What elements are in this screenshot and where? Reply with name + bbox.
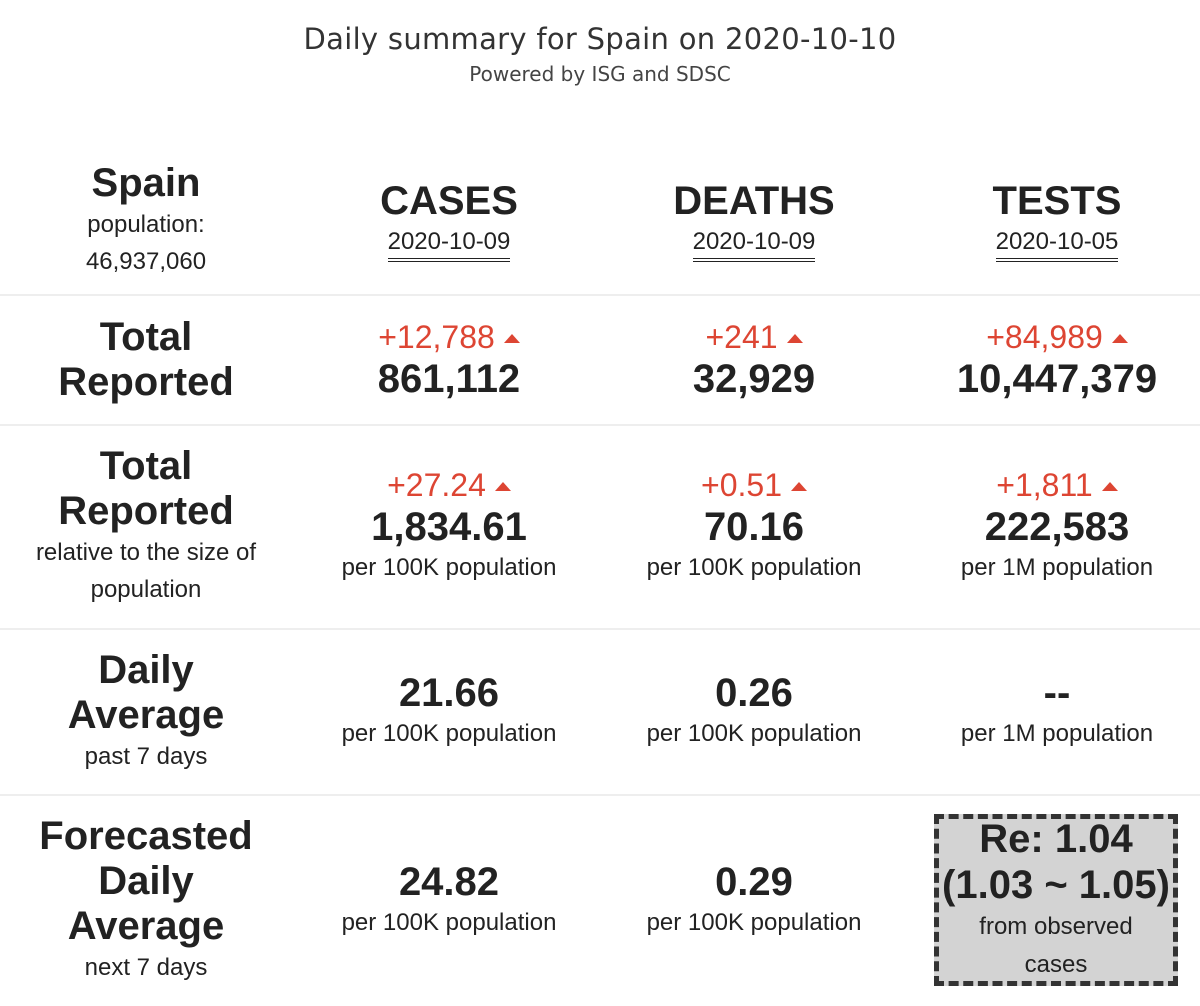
row-title: Daily bbox=[98, 859, 194, 903]
re-range: (1.03 ~ 1.05) bbox=[942, 863, 1170, 907]
unit-label: per 100K population bbox=[646, 554, 862, 581]
delta-value: +12,788 bbox=[378, 319, 495, 355]
column-date: 2020-10-09 bbox=[387, 228, 511, 262]
tests-total-cell: +84,989 10,447,379 bbox=[906, 298, 1200, 422]
re-note: cases bbox=[1024, 951, 1088, 978]
row-title: Average bbox=[67, 692, 225, 737]
row-title: Reported bbox=[58, 489, 234, 533]
row-title: Reported bbox=[58, 360, 234, 404]
delta-value: +27.24 bbox=[387, 467, 486, 503]
delta-value: +84,989 bbox=[986, 319, 1103, 355]
row-subtitle: next 7 days bbox=[84, 954, 208, 981]
unit-label: per 1M population bbox=[960, 720, 1154, 747]
deaths-daily-cell: 0.26 per 100K population bbox=[602, 632, 906, 790]
population-label: population: bbox=[87, 211, 205, 238]
delta-value-wrap: +84,989 bbox=[986, 318, 1128, 356]
column-title: DEATHS bbox=[673, 179, 835, 223]
deaths-forecast-cell: 0.29 per 100K population bbox=[602, 798, 906, 1002]
triangle-up-icon bbox=[494, 481, 511, 491]
country-header: Spain population: 46,937,060 bbox=[0, 150, 292, 290]
row-header-total: Total Reported bbox=[0, 298, 292, 422]
column-date: 2020-10-09 bbox=[692, 228, 816, 262]
row-header-daily: Daily Average past 7 days bbox=[0, 632, 292, 790]
re-value: Re: 1.04 bbox=[979, 817, 1133, 861]
total-value: 861,112 bbox=[377, 357, 521, 401]
triangle-up-icon bbox=[1101, 481, 1118, 491]
delta-value: +1,811 bbox=[996, 467, 1093, 503]
delta-value-wrap: +27.24 bbox=[387, 466, 511, 504]
row-divider bbox=[0, 424, 1200, 426]
forecast-value: 0.29 bbox=[715, 860, 793, 904]
relative-value: 1,834.61 bbox=[371, 505, 527, 549]
population-value: 46,937,060 bbox=[85, 248, 207, 275]
daily-value: 21.66 bbox=[398, 671, 500, 715]
unit-label: per 100K population bbox=[341, 554, 557, 581]
row-title: Forecasted bbox=[39, 814, 253, 858]
delta-value-wrap: +1,811 bbox=[996, 466, 1118, 504]
unit-label: per 100K population bbox=[646, 720, 862, 747]
unit-label: per 100K population bbox=[341, 720, 557, 747]
row-subtitle: relative to the size of bbox=[35, 539, 257, 566]
total-value: 32,929 bbox=[692, 357, 816, 401]
column-title: TESTS bbox=[992, 179, 1122, 223]
deaths-relative-cell: +0.51 70.16 per 100K population bbox=[602, 428, 906, 624]
unit-label: per 100K population bbox=[341, 909, 557, 936]
delta-value-wrap: +0.51 bbox=[701, 466, 807, 504]
re-estimate-box: Re: 1.04 (1.03 ~ 1.05) from observed cas… bbox=[934, 814, 1178, 986]
triangle-up-icon bbox=[790, 481, 807, 491]
delta-value: +0.51 bbox=[701, 467, 782, 503]
delta-value-wrap: +12,788 bbox=[378, 318, 520, 356]
row-subtitle: population bbox=[90, 576, 202, 603]
row-header-forecast: Forecasted Daily Average next 7 days bbox=[0, 798, 292, 1002]
daily-value: -- bbox=[1043, 671, 1071, 715]
row-divider bbox=[0, 628, 1200, 630]
total-value: 10,447,379 bbox=[956, 357, 1158, 401]
unit-label: per 1M population bbox=[960, 554, 1154, 581]
page-title: Daily summary for Spain on 2020-10-10 bbox=[303, 22, 897, 56]
column-date: 2020-10-05 bbox=[995, 228, 1119, 262]
row-title: Daily bbox=[98, 647, 194, 692]
relative-value: 222,583 bbox=[984, 505, 1130, 549]
column-header-tests: TESTS 2020-10-05 bbox=[906, 150, 1200, 290]
tests-daily-cell: -- per 1M population bbox=[906, 632, 1200, 790]
row-title: Total bbox=[99, 444, 193, 488]
cases-daily-cell: 21.66 per 100K population bbox=[296, 632, 602, 790]
tests-relative-cell: +1,811 222,583 per 1M population bbox=[906, 428, 1200, 624]
unit-label: per 100K population bbox=[646, 909, 862, 936]
row-subtitle: past 7 days bbox=[84, 742, 208, 770]
column-header-deaths: DEATHS 2020-10-09 bbox=[602, 150, 906, 290]
row-divider bbox=[0, 294, 1200, 296]
cases-total-cell: +12,788 861,112 bbox=[296, 298, 602, 422]
daily-value: 0.26 bbox=[715, 671, 793, 715]
triangle-up-icon bbox=[786, 333, 803, 343]
row-title: Average bbox=[67, 904, 225, 948]
column-title: CASES bbox=[380, 179, 518, 223]
re-note: from observed bbox=[979, 913, 1133, 940]
cases-relative-cell: +27.24 1,834.61 per 100K population bbox=[296, 428, 602, 624]
column-header-cases: CASES 2020-10-09 bbox=[296, 150, 602, 290]
country-name: Spain bbox=[91, 161, 201, 205]
row-title: Total bbox=[99, 315, 193, 359]
triangle-up-icon bbox=[503, 333, 520, 343]
delta-value: +241 bbox=[705, 319, 778, 355]
forecast-value: 24.82 bbox=[398, 860, 500, 904]
relative-value: 70.16 bbox=[703, 505, 805, 549]
page-subtitle: Powered by ISG and SDSC bbox=[469, 62, 731, 86]
delta-value-wrap: +241 bbox=[705, 318, 803, 356]
deaths-total-cell: +241 32,929 bbox=[602, 298, 906, 422]
row-divider bbox=[0, 794, 1200, 796]
triangle-up-icon bbox=[1111, 333, 1128, 343]
row-header-relative: Total Reported relative to the size of p… bbox=[0, 428, 292, 624]
cases-forecast-cell: 24.82 per 100K population bbox=[296, 798, 602, 1002]
